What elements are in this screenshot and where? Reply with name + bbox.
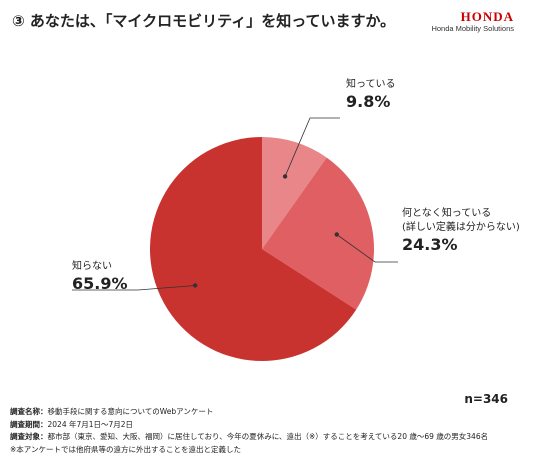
- leader-line-2: [72, 285, 196, 291]
- honda-logo: HONDA Honda Mobility Solutions: [431, 10, 514, 34]
- note-line: ※本アンケートでは他府県等の遠方に外出することを遠出と定義した: [10, 444, 241, 454]
- sample-size: n=346: [464, 392, 508, 406]
- pie-slice-1: [262, 157, 374, 310]
- label-slice-1: 何となく知っている (詳しい定義は分からない) 24.3%: [402, 207, 520, 255]
- slice-1-name: 何となく知っている: [402, 208, 492, 219]
- pie-slice-2: [150, 137, 357, 361]
- note-line: 調査名称：移動手段に関する意向についてのWebアンケート: [10, 407, 214, 416]
- note-line: 調査期間：2024 年7月1日〜7月2日: [10, 419, 134, 429]
- slice-0-name: 知っている: [346, 79, 396, 90]
- leader-dot-1: [334, 232, 339, 237]
- slice-1-subname: (詳しい定義は分からない): [402, 222, 520, 233]
- leader-line-1: [336, 234, 398, 263]
- leader-dot-0: [282, 174, 288, 179]
- slice-0-value: 9.8%: [346, 92, 391, 111]
- label-slice-0: 知っている 9.8%: [346, 78, 396, 112]
- leader-line-0: [284, 117, 340, 177]
- leader-dot-2: [192, 283, 198, 288]
- page-title: ③ あなたは、「マイクロモビリティ」を知っていますか。: [12, 12, 396, 30]
- logo-wordmark: HONDA: [460, 9, 514, 24]
- label-slice-2: 知らない 65.9%: [72, 260, 128, 294]
- slice-2-name: 知らない: [72, 261, 112, 272]
- note-line: 調査対象：都市部（東京、愛知、大阪、福岡）に居住しており、今年の夏休みに、遠出（…: [10, 432, 489, 441]
- survey-notes: 調査名称：移動手段に関する意向についてのWebアンケート 調査期間：2024 年…: [10, 406, 488, 456]
- slice-2-value: 65.9%: [72, 274, 128, 293]
- slice-1-value: 24.3%: [402, 235, 458, 254]
- pie-slice-0: [262, 137, 327, 249]
- logo-subtitle: Honda Mobility Solutions: [431, 24, 514, 33]
